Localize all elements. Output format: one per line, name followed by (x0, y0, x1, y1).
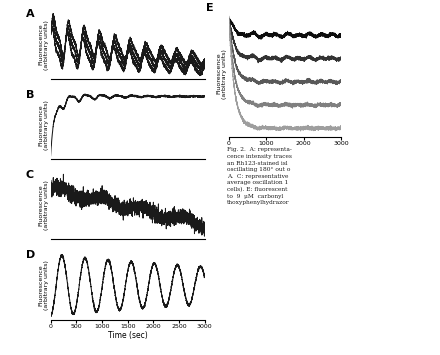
Text: E: E (206, 3, 214, 13)
Text: D: D (26, 250, 35, 260)
Y-axis label: Fluorescence
(arbitrary units): Fluorescence (arbitrary units) (38, 20, 49, 70)
Y-axis label: Fluorescence
(arbitrary units): Fluorescence (arbitrary units) (38, 180, 49, 230)
Y-axis label: Fluorescence
(arbitrary units): Fluorescence (arbitrary units) (216, 49, 227, 99)
Text: Fig. 2.  A: representa-
cence intensity traces
an Rh123-stained isl
oscillating : Fig. 2. A: representa- cence intensity t… (227, 147, 291, 205)
Text: A: A (26, 9, 35, 19)
Y-axis label: Fluorescence
(arbitrary units): Fluorescence (arbitrary units) (38, 100, 49, 150)
Text: B: B (26, 89, 34, 99)
Y-axis label: Fluorescence
(arbitrary units): Fluorescence (arbitrary units) (38, 261, 49, 310)
Text: C: C (26, 170, 34, 180)
X-axis label: Time (sec): Time (sec) (108, 332, 147, 340)
